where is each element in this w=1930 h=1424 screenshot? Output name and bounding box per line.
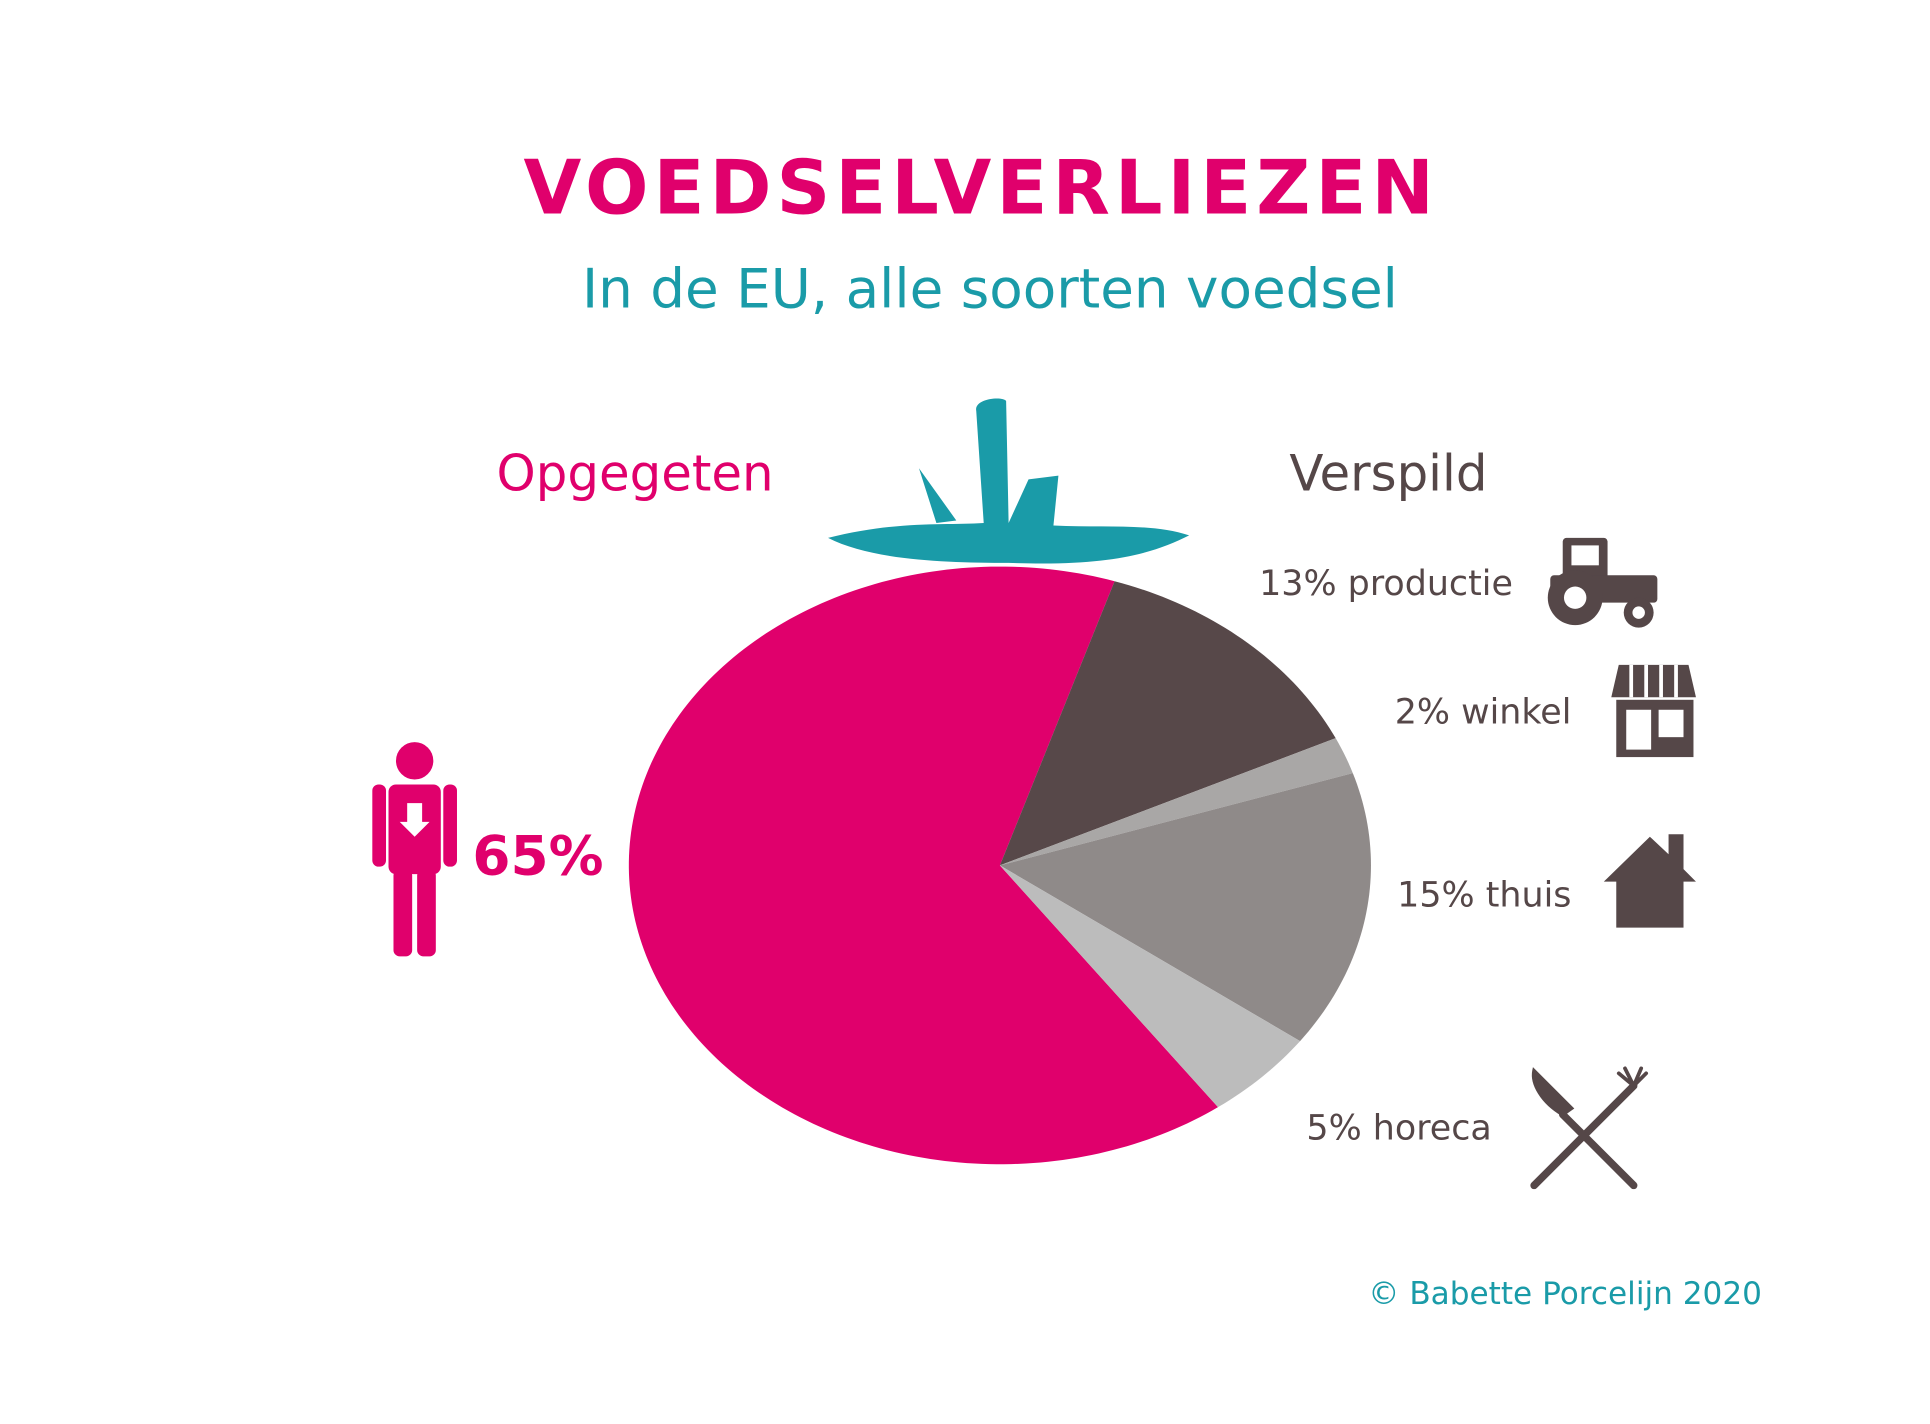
pie-slice [999, 773, 1371, 1042]
person-icon [372, 742, 457, 957]
title: VOEDSELVERLIEZEN [524, 145, 1439, 232]
value-label: 2% winkel [1395, 692, 1572, 732]
cutlery-icon [1530, 1066, 1649, 1190]
value-label: 15% thuis [1397, 876, 1571, 916]
pie [628, 566, 1371, 1165]
value-label: 13% productie [1259, 564, 1513, 604]
value-label: 65% [472, 823, 603, 887]
pie-slice [999, 738, 1353, 866]
house-icon [1603, 834, 1696, 928]
tomato-stem [828, 398, 1190, 564]
credit: © Babette Porcelijn 2020 [1368, 1276, 1762, 1312]
pie-slice [628, 566, 1219, 1165]
pie-slice [999, 581, 1336, 866]
group-label: Verspild [1289, 444, 1487, 502]
shop-icon [1611, 664, 1696, 758]
pie-slice [999, 865, 1301, 1108]
subtitle: In de EU, alle soorten voedsel [582, 257, 1398, 321]
value-label: 5% horeca [1306, 1108, 1491, 1148]
group-label: Opgegeten [497, 444, 774, 502]
tractor-icon [1547, 537, 1658, 628]
